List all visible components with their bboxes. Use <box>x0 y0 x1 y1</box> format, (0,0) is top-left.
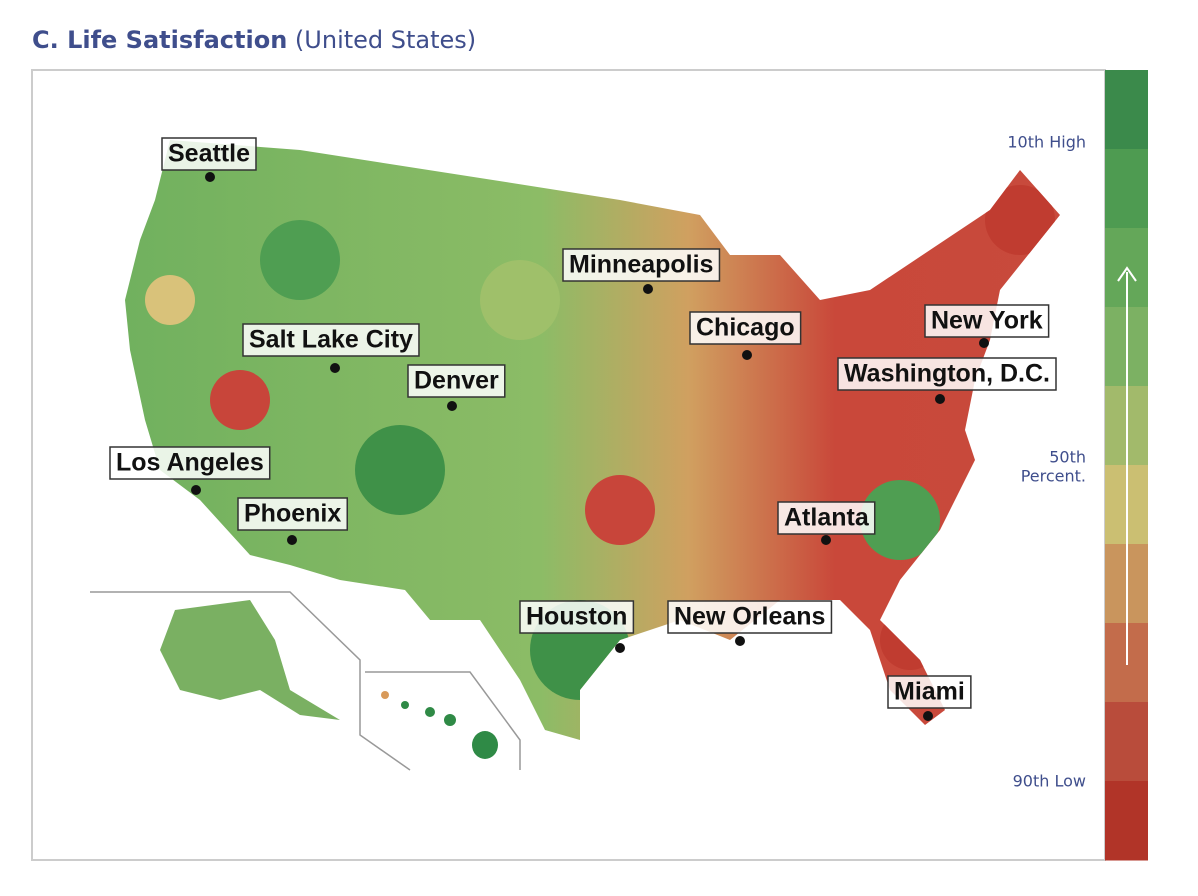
city-name: Salt Lake City <box>249 326 413 354</box>
legend-bottom: 90th Low <box>1013 772 1086 791</box>
city: New York <box>924 304 1050 348</box>
city-dot <box>923 711 933 721</box>
city-dot <box>742 350 752 360</box>
city-name: Minneapolis <box>569 251 713 279</box>
city-box <box>407 364 506 398</box>
city-dot <box>735 636 745 646</box>
city-box <box>777 501 876 535</box>
city-name: Washington, D.C. <box>844 360 1050 388</box>
city-dot <box>821 535 831 545</box>
legend-band <box>1105 149 1148 229</box>
city: Seattle <box>161 137 257 182</box>
city-box <box>519 600 635 634</box>
city-name: New York <box>931 307 1043 335</box>
city-dot <box>287 535 297 545</box>
city: Salt Lake City <box>242 323 420 373</box>
city-dot <box>205 172 215 182</box>
legend-band <box>1105 70 1148 150</box>
city-name: Phoenix <box>244 500 341 528</box>
title-sub: (United States) <box>294 26 477 54</box>
legend-arrowhead <box>1117 266 1137 282</box>
city: Denver <box>407 364 506 411</box>
city: Phoenix <box>237 497 348 545</box>
city: Minneapolis <box>562 248 721 294</box>
city-dot <box>191 485 201 495</box>
city-name: Miami <box>894 678 965 706</box>
legend-middle: Percent. <box>1021 467 1086 486</box>
title: C. Life Satisfaction (United States) <box>32 26 476 54</box>
city: Atlanta <box>777 501 876 545</box>
city-dot <box>447 401 457 411</box>
city-name: Houston <box>526 603 627 631</box>
city: Los Angeles <box>109 446 271 495</box>
legend-top: 10th High <box>1007 133 1086 152</box>
city-box <box>887 675 972 709</box>
city-dot <box>979 338 989 348</box>
city-box <box>161 137 257 171</box>
city-dot <box>615 643 625 653</box>
city-name: New Orleans <box>674 603 825 631</box>
city: Miami <box>887 675 972 721</box>
city-name: Seattle <box>168 140 250 168</box>
city: Houston <box>519 600 635 653</box>
alaska <box>160 600 340 720</box>
hawaii <box>381 691 498 759</box>
city: New Orleans <box>667 600 833 646</box>
city-box <box>237 497 348 531</box>
title-main: C. Life Satisfaction <box>32 26 288 54</box>
city-box <box>667 600 833 634</box>
legend-middle: 50th <box>1049 448 1086 467</box>
city: Chicago <box>689 311 802 360</box>
city-box <box>109 446 271 480</box>
legend-band <box>1105 781 1148 861</box>
city-dot <box>330 363 340 373</box>
legend-band <box>1105 702 1148 782</box>
city-labels: Seattle Minneapolis Salt Lake City Chicago N… <box>109 137 1057 721</box>
city-box <box>924 304 1050 338</box>
city-name: Los Angeles <box>116 449 264 477</box>
city-dot <box>643 284 653 294</box>
city-box <box>562 248 721 282</box>
city-box <box>689 311 802 345</box>
legend: 10th High 50th Percent. 90th Low <box>1007 70 1148 861</box>
city-name: Denver <box>414 367 499 395</box>
city-name: Atlanta <box>784 504 870 532</box>
city: Washington, D.C. <box>837 357 1057 404</box>
city-box <box>242 323 420 357</box>
city-name: Chicago <box>696 314 795 342</box>
city-dot <box>935 394 945 404</box>
city-box <box>837 357 1057 391</box>
